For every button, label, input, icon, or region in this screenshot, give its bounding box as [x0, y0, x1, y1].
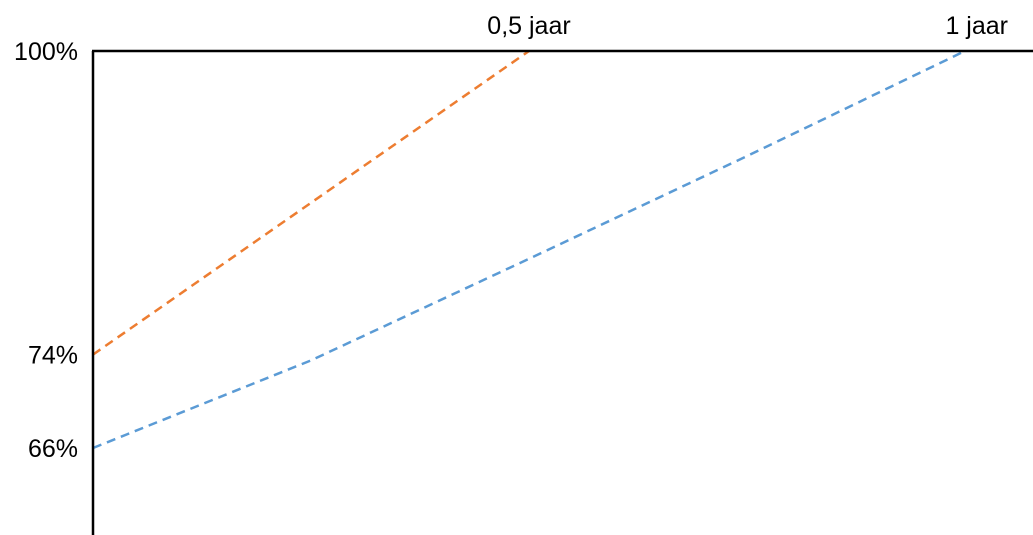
axis-layer [91, 49, 1033, 535]
y-tick-label: 66% [28, 435, 78, 463]
label-layer: 100% 74% 66% 0,5 jaar 1 jaar [14, 12, 1008, 463]
series-line-2 [92, 49, 966, 450]
y-tick-label: 100% [14, 38, 78, 66]
series-line-1 [92, 49, 530, 356]
y-tick-label: 74% [28, 342, 78, 370]
series-layer [92, 49, 966, 450]
x-tick-label: 0,5 jaar [487, 12, 570, 40]
x-tick-label: 1 jaar [945, 12, 1008, 40]
